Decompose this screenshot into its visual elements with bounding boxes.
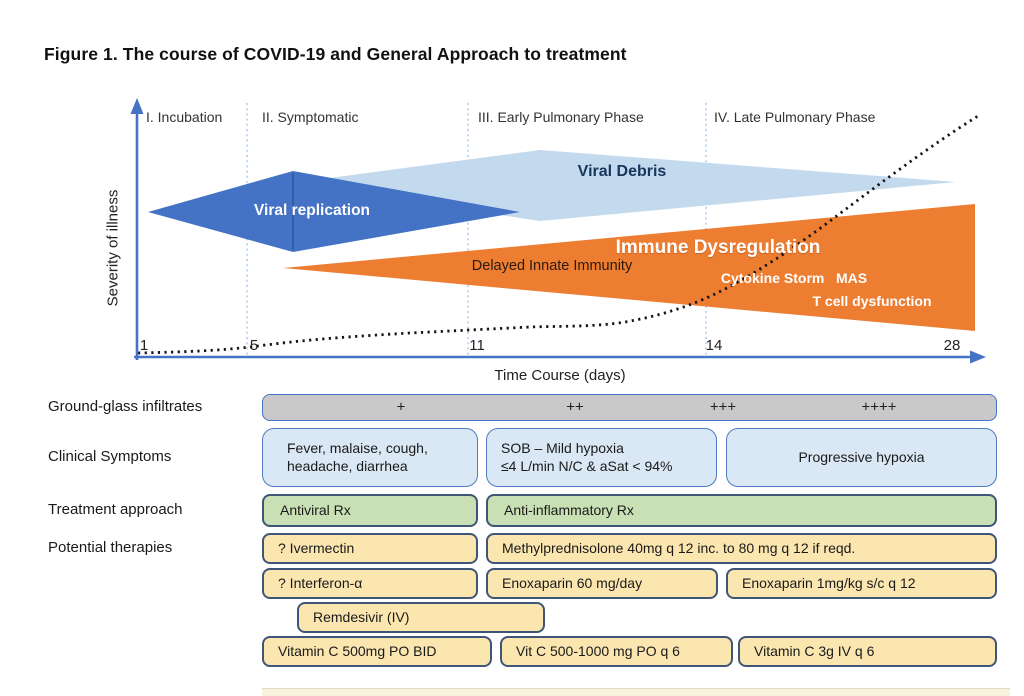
x-tick-5: 5	[249, 337, 259, 354]
phase-label-symptomatic: II. Symptomatic	[262, 109, 359, 125]
row-label-clinical-symptoms: Clinical Symptoms	[48, 448, 172, 465]
t-cell-dysfunction-label: T cell dysfunction	[812, 293, 932, 309]
therapy-box-enoxaparin-60: Enoxaparin 60 mg/day	[486, 568, 718, 599]
therapy-box-vitc-3g-iv: Vitamin C 3g IV q 6	[738, 636, 997, 667]
viral-replication-shape	[148, 171, 520, 252]
x-axis-label: Time Course (days)	[494, 367, 626, 384]
x-tick-14: 14	[705, 337, 723, 354]
grade-plus-4: ++++	[861, 398, 897, 416]
therapy-box-vitc-500-1000: Vit C 500-1000 mg PO q 6	[500, 636, 733, 667]
clinical-box-sob-line2: ≤4 L/min N/C & aSat < 94%	[501, 457, 673, 474]
therapy-ivermectin-label: ? Ivermectin	[278, 539, 355, 556]
clinical-box-sob: SOB – Mild hypoxia ≤4 L/min N/C & aSat <…	[486, 428, 717, 487]
cytokine-storm-mas-label: Cytokine Storm MAS	[720, 270, 868, 286]
axes	[130, 98, 986, 364]
immune-dysregulation-label: Immune Dysregulation	[615, 237, 821, 258]
therapy-methylprednisolone-label: Methylprednisolone 40mg q 12 inc. to 80 …	[502, 539, 856, 556]
x-tick-1: 1	[139, 337, 149, 354]
viral-debris-label: Viral Debris	[577, 163, 667, 180]
therapy-box-interferon: ? Interferon-α	[262, 568, 478, 599]
cutoff-box-partial	[262, 688, 1010, 696]
x-tick-11: 11	[469, 337, 485, 354]
figure-title: Figure 1. The course of COVID-19 and Gen…	[44, 44, 627, 64]
therapy-vitc-500-bid-label: Vitamin C 500mg PO BID	[278, 642, 437, 659]
row-label-treatment-approach: Treatment approach	[48, 501, 183, 518]
therapy-box-vitc-500-bid: Vitamin C 500mg PO BID	[262, 636, 492, 667]
phase-label-early-pulmonary: III. Early Pulmonary Phase	[478, 109, 644, 125]
treatment-box-anti-inflammatory: Anti-inflammatory Rx	[486, 494, 997, 527]
therapy-enoxaparin-1mg-label: Enoxaparin 1mg/kg s/c q 12	[742, 574, 916, 591]
clinical-box-fever-line2: headache, diarrhea	[287, 457, 408, 474]
therapy-box-enoxaparin-1mg: Enoxaparin 1mg/kg s/c q 12	[726, 568, 997, 599]
treatment-antiviral-label: Antiviral Rx	[280, 501, 351, 518]
treatment-box-antiviral: Antiviral Rx	[262, 494, 478, 527]
grade-plus: +	[396, 398, 406, 416]
y-axis-arrow-icon	[130, 98, 144, 114]
grade-plus-2: ++	[566, 398, 584, 416]
clinical-box-progressive-hypoxia: Progressive hypoxia	[726, 428, 997, 487]
x-tick-28: 28	[943, 337, 961, 354]
therapy-box-ivermectin: ? Ivermectin	[262, 533, 478, 564]
clinical-box-sob-line1: SOB – Mild hypoxia	[501, 440, 624, 456]
therapy-interferon-label: ? Interferon-α	[278, 574, 363, 591]
course-chart	[130, 98, 986, 364]
x-axis-arrow-icon	[970, 350, 986, 364]
clinical-box-fever-line1: Fever, malaise, cough,	[287, 440, 428, 456]
row-label-potential-therapies: Potential therapies	[48, 539, 173, 556]
delayed-innate-immunity-label: Delayed Innate Immunity	[471, 258, 633, 274]
clinical-box-fever: Fever, malaise, cough, headache, diarrhe…	[262, 428, 478, 487]
therapy-vitc-500-1000-label: Vit C 500-1000 mg PO q 6	[516, 642, 680, 659]
treatment-anti-inflammatory-label: Anti-inflammatory Rx	[504, 501, 634, 518]
ground-glass-grade-bar: + ++ +++ ++++	[262, 394, 997, 421]
y-axis-label: Severity of illness	[104, 189, 122, 307]
therapy-vitc-3g-iv-label: Vitamin C 3g IV q 6	[754, 642, 875, 659]
viral-replication-label: Viral replication	[253, 202, 371, 219]
therapy-remdesivir-label: Remdesivir (IV)	[313, 608, 410, 625]
clinical-box-progressive-line1: Progressive hypoxia	[798, 448, 925, 465]
immune-dysregulation-shape	[283, 204, 975, 331]
therapy-box-remdesivir: Remdesivir (IV)	[297, 602, 545, 633]
phase-label-late-pulmonary: IV. Late Pulmonary Phase	[714, 109, 876, 125]
therapy-enoxaparin-60-label: Enoxaparin 60 mg/day	[502, 574, 643, 591]
phase-label-incubation: I. Incubation	[146, 109, 223, 125]
therapy-box-methylprednisolone: Methylprednisolone 40mg q 12 inc. to 80 …	[486, 533, 997, 564]
grade-plus-3: +++	[709, 398, 737, 416]
row-label-ground-glass: Ground-glass infiltrates	[48, 398, 203, 415]
